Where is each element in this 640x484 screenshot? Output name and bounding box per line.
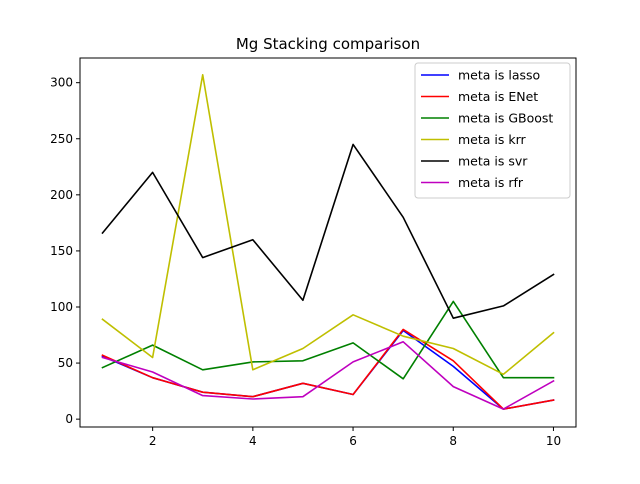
series-line-5: [101, 340, 555, 410]
plot-area: [101, 74, 555, 410]
plot-frame: [79, 57, 577, 428]
y-tick-label: 200: [50, 188, 73, 202]
x-tick-label: 4: [249, 434, 257, 448]
y-tick-label: 150: [50, 244, 73, 258]
chart-title: Mg Stacking comparison: [236, 35, 420, 53]
x-tick-label: 8: [449, 434, 457, 448]
legend-box: [414, 62, 571, 199]
legend-label-0: meta is lasso: [458, 68, 540, 83]
series-line-4: [101, 143, 555, 320]
series-line-2: [101, 300, 555, 380]
x-tick-label: 2: [149, 434, 157, 448]
legend-label-1: meta is ENet: [458, 89, 538, 104]
y-tick-label: 250: [50, 132, 73, 146]
x-tick-label: 6: [349, 434, 357, 448]
series-line-1: [101, 328, 555, 410]
y-tick-label: 0: [65, 412, 73, 426]
y-tick-label: 300: [50, 76, 73, 90]
legend: meta is lasso meta is ENet meta is GBoost m…: [414, 62, 571, 199]
legend-label-4: meta is svr: [458, 154, 528, 169]
legend-label-3: meta is krr: [458, 132, 527, 147]
legend-label-2: meta is GBoost: [458, 111, 553, 126]
y-tick-label: 100: [50, 300, 73, 314]
x-tick-label: 10: [546, 434, 561, 448]
legend-label-5: meta is rfr: [458, 175, 524, 190]
y-tick-label: 50: [58, 356, 73, 370]
